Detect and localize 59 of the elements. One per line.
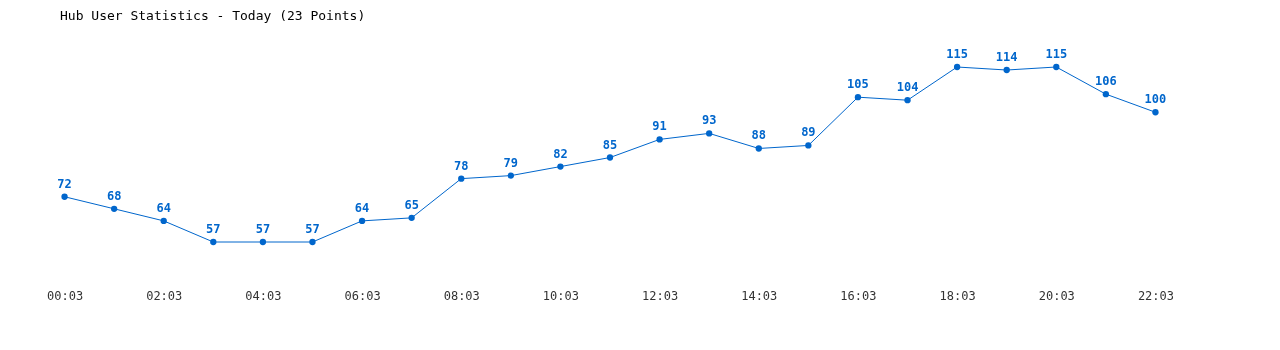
x-tick-label: 20:03 — [1038, 288, 1075, 303]
x-tick-label: 14:03 — [741, 288, 778, 303]
x-tick-label: 08:03 — [443, 288, 480, 303]
x-tick-label: 18:03 — [939, 288, 976, 303]
x-tick-label: 16:03 — [840, 288, 877, 303]
data-label: 114 — [995, 50, 1018, 65]
x-tick-label: 04:03 — [245, 288, 282, 303]
point — [259, 238, 267, 246]
data-label: 115 — [946, 47, 968, 61]
point — [309, 238, 316, 246]
point — [160, 217, 167, 225]
data-label: 65 — [404, 197, 419, 212]
point — [358, 217, 366, 225]
x-tick-label: 22:03 — [1137, 288, 1175, 303]
data-label: 91 — [652, 119, 667, 134]
x-tick-label: 06:03 — [344, 288, 381, 303]
data-label: 68 — [106, 188, 122, 203]
data-label: 72 — [57, 176, 72, 191]
data-label: 64 — [354, 200, 370, 215]
point — [1152, 109, 1159, 116]
chart-title: Hub User Statistics - Today (23 Points) — [60, 8, 366, 23]
data-label: 115 — [1045, 47, 1068, 61]
x-tick-label: 12:03 — [642, 288, 679, 303]
data-label: 106 — [1095, 74, 1117, 89]
data-label: 57 — [305, 222, 320, 236]
point — [805, 142, 812, 149]
data-label: 104 — [896, 80, 919, 95]
data-label: 85 — [602, 137, 618, 152]
data-label: 89 — [801, 125, 816, 140]
point — [61, 193, 68, 200]
point — [755, 145, 762, 152]
point — [557, 163, 564, 170]
data-label: 88 — [751, 128, 766, 143]
data-label: 57 — [206, 222, 221, 236]
point — [904, 97, 911, 104]
data-label: 79 — [503, 155, 519, 170]
data-label: 78 — [454, 158, 469, 173]
point — [606, 154, 614, 161]
x-tick-label: 00:03 — [46, 288, 84, 303]
data-label: 105 — [847, 77, 869, 92]
point — [210, 238, 217, 246]
point — [507, 172, 514, 179]
data-label: 82 — [553, 146, 568, 161]
point — [458, 175, 465, 182]
x-tick-label: 10:03 — [542, 288, 579, 303]
point — [110, 205, 118, 212]
x-tick-label: 02:03 — [146, 288, 183, 303]
data-label: 64 — [156, 200, 171, 215]
data-label: 100 — [1144, 92, 1167, 107]
point — [1003, 66, 1010, 74]
data-label: 57 — [255, 222, 271, 236]
point — [408, 214, 415, 222]
point — [1053, 63, 1060, 71]
point — [706, 130, 713, 137]
data-label: 93 — [701, 113, 717, 128]
point — [953, 63, 961, 71]
point — [1102, 91, 1110, 98]
point — [854, 94, 862, 101]
point — [656, 136, 663, 143]
